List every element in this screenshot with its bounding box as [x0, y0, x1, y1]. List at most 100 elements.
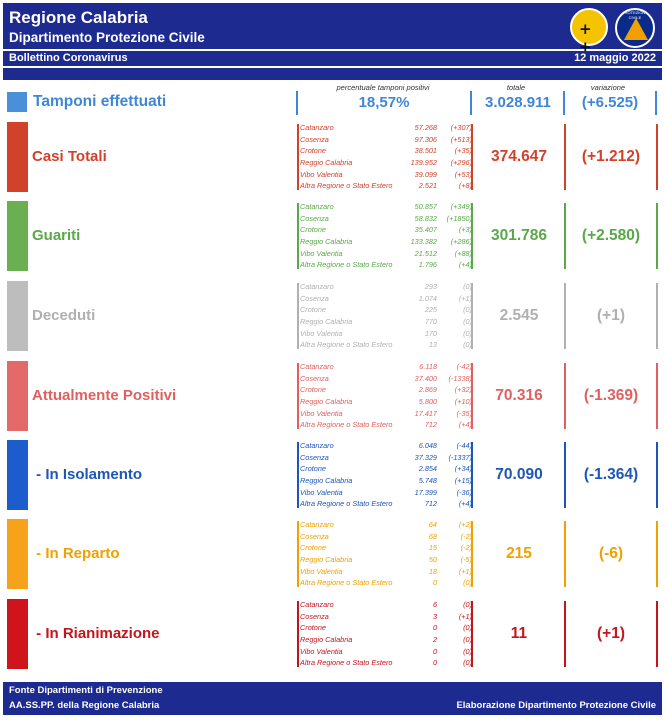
province-name: Vibo Valentia [300, 169, 343, 179]
stat-block-variation: (+2.580) [581, 227, 641, 244]
province-delta: (+35) [454, 146, 472, 156]
province-name: Cosenza [300, 293, 329, 303]
stat-block-variation: (+1) [597, 625, 625, 642]
province-name: Crotone [300, 146, 326, 156]
province-value: 2.521 [418, 181, 437, 191]
province-row: Reggio Calabria 5.748 (+15) [300, 475, 472, 487]
province-name: Altra Regione o Stato Estero [300, 658, 393, 668]
province-value: 97.306 [414, 134, 437, 144]
province-row: Reggio Calabria 5.800 (+10) [300, 396, 472, 408]
stat-block-total: 215 [506, 545, 532, 562]
province-value: 18 [428, 566, 437, 576]
total-column-header: totale [506, 83, 526, 92]
province-value: 50.857 [414, 202, 437, 211]
province-delta: (+513) [450, 134, 472, 144]
stat-block-label: - In Isolamento [32, 466, 143, 483]
province-delta: (+1850) [446, 213, 472, 223]
stat-block-total: 301.786 [490, 227, 548, 244]
province-name: Cosenza [300, 134, 329, 144]
province-row: Reggio Calabria 139.952 (+296) [300, 157, 472, 169]
stat-block-divider-right [564, 124, 566, 190]
stat-block-divider-left [297, 203, 299, 269]
province-row: Catanzaro 6 (0) [300, 599, 472, 611]
province-value: 225 [424, 305, 437, 315]
province-row: Vibo Valentia 170 (0) [300, 328, 472, 340]
province-value: 58.832 [414, 213, 437, 223]
footer-elaboration: Elaborazione Dipartimento Protezione Civ… [456, 700, 656, 711]
province-delta: (+3) [458, 225, 472, 235]
province-value: 133.382 [410, 237, 437, 247]
tamponi-percent: 18,57% [358, 94, 410, 111]
stat-block-divider-end [656, 601, 658, 667]
stat-block-variation: (+1.212) [581, 148, 641, 165]
stat-block-variation: (-6) [598, 545, 624, 562]
province-breakdown: Catanzaro 64 (+2) Cosenza 68 (-2) Crotone 15 (-2… [300, 519, 472, 589]
province-delta: (+4) [458, 420, 472, 430]
province-name: Cosenza [300, 531, 329, 541]
stat-block-divider-right [564, 283, 566, 349]
province-value: 5.800 [418, 397, 437, 407]
province-value: 17.399 [414, 487, 437, 497]
triangle-icon [624, 18, 648, 40]
stat-block-color-bar [7, 519, 28, 589]
stat-block-color-bar [7, 440, 28, 510]
stat-block-label: Casi Totali [32, 148, 107, 165]
province-value: 21.512 [414, 248, 437, 258]
stat-block-divider-mid [471, 363, 473, 429]
province-name: Vibo Valentia [300, 248, 343, 258]
province-row: Vibo Valentia 0 (0) [300, 646, 472, 658]
province-row: Crotone 2.869 (+32) [300, 384, 472, 396]
bulletin-title: Bollettino Coronavirus [9, 52, 128, 64]
stat-block-color-bar [7, 361, 28, 431]
province-row: Cosenza 37.400 (-1338) [300, 373, 472, 385]
stat-block-divider-right [564, 521, 566, 587]
province-name: Reggio Calabria [300, 476, 353, 486]
province-delta: (0) [463, 658, 472, 668]
province-value: 0 [432, 646, 437, 656]
stat-block-divider-mid [471, 124, 473, 190]
province-name: Reggio Calabria [300, 635, 353, 645]
province-delta: (0) [463, 623, 472, 633]
divider-bar [3, 68, 662, 80]
province-row: Cosenza 1.074 (+1) [300, 293, 472, 305]
province-breakdown: Catanzaro 6.118 (-42) Cosenza 37.400 (-1338) C… [300, 361, 472, 431]
province-delta: (-1337) [448, 452, 472, 462]
province-name: Vibo Valentia [300, 487, 343, 497]
province-row: Altra Regione o Stato Estero 1.796 (+4) [300, 259, 472, 271]
province-row: Reggio Calabria 2 (0) [300, 634, 472, 646]
province-value: 6 [432, 600, 437, 609]
province-name: Cosenza [300, 452, 329, 462]
province-value: 2.854 [418, 464, 437, 474]
stat-block-label: Attualmente Positivi [32, 387, 177, 404]
province-row: Cosenza 97.306 (+513) [300, 134, 472, 146]
department-subtitle: Dipartimento Protezione Civile [9, 30, 205, 45]
stat-block: - In Isolamento Catanzaro 6.048 (-44) Cosenz… [7, 440, 658, 510]
province-row: Vibo Valentia 39.099 (+53) [300, 169, 472, 181]
province-delta: (0) [463, 646, 472, 656]
province-delta: (+34) [454, 464, 472, 474]
percent-column-header: percentuale tamponi positivi [336, 83, 430, 92]
stat-block-color-bar [7, 122, 28, 192]
province-name: Catanzaro [300, 123, 334, 132]
province-name: Altra Regione o Stato Estero [300, 499, 393, 509]
province-value: 64 [428, 520, 437, 529]
province-delta: (-1338) [448, 373, 472, 383]
province-row: Altra Regione o Stato Estero 712 (+4) [300, 498, 472, 510]
province-value: 170 [424, 328, 437, 338]
province-row: Vibo Valentia 18 (+1) [300, 566, 472, 578]
province-delta: (+349) [450, 202, 472, 211]
province-delta: (0) [463, 305, 472, 315]
stat-block-variation: (+1) [597, 307, 625, 324]
tamponi-divider-right [563, 91, 565, 115]
province-name: Reggio Calabria [300, 317, 353, 327]
province-name: Reggio Calabria [300, 555, 353, 565]
province-delta: (-5) [460, 555, 472, 565]
province-row: Reggio Calabria 133.382 (+286) [300, 236, 472, 248]
province-value: 293 [424, 282, 437, 291]
footer-banner: Fonte Dipartimenti di Prevenzione AA.SS.… [3, 682, 662, 715]
province-name: Altra Regione o Stato Estero [300, 420, 393, 430]
tamponi-divider-mid [470, 91, 472, 115]
province-delta: (+53) [454, 169, 472, 179]
province-row: Catanzaro 293 (0) [300, 281, 472, 293]
province-row: Reggio Calabria 50 (-5) [300, 554, 472, 566]
